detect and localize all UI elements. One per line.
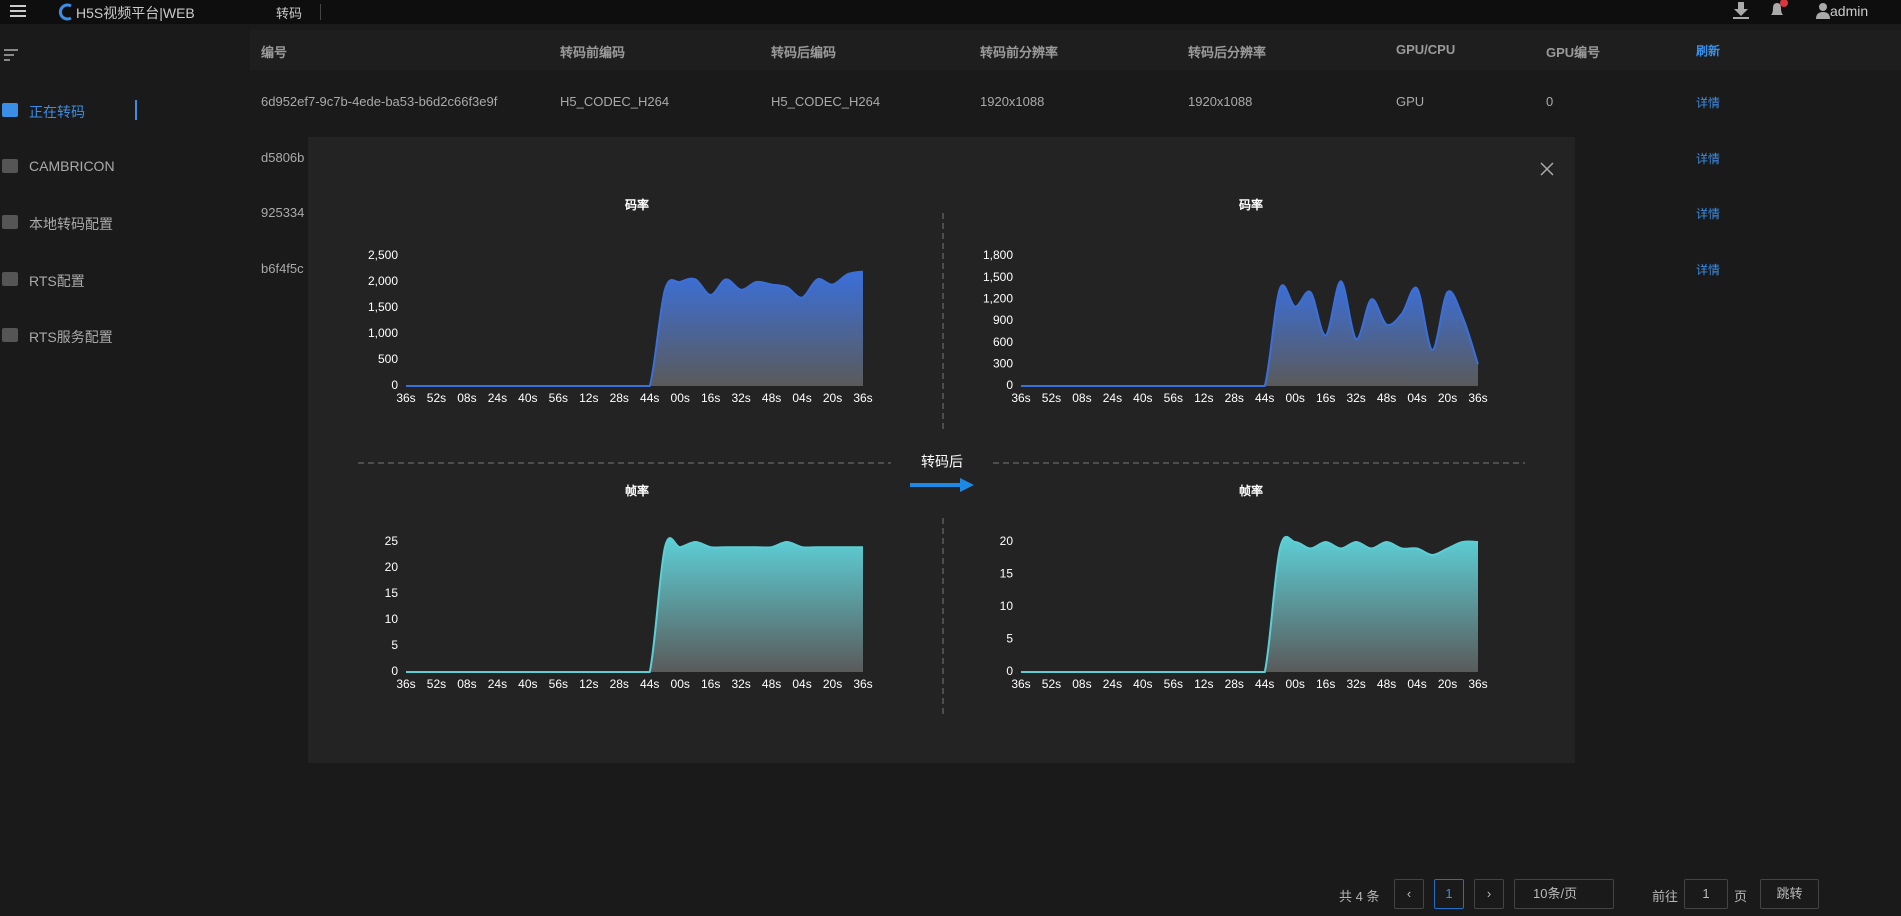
jump-button[interactable]: 跳转 bbox=[1760, 879, 1819, 909]
menu-item[interactable]: 正在转码 bbox=[29, 104, 85, 120]
menu-item[interactable]: RTS配置 bbox=[29, 273, 85, 289]
page-size-select[interactable]: 10条/页 bbox=[1514, 879, 1614, 909]
column-header: 编号 bbox=[261, 45, 288, 60]
nav-item[interactable]: 转码 bbox=[276, 6, 303, 21]
menu-icon bbox=[2, 328, 18, 342]
modal bbox=[308, 137, 1575, 763]
active-indicator bbox=[135, 100, 137, 120]
menu-icon bbox=[2, 159, 18, 173]
username[interactable]: admin bbox=[1830, 3, 1869, 19]
total: 共 4 条 bbox=[1339, 889, 1380, 904]
cell: 1920x1088 bbox=[980, 94, 1045, 109]
cell: 1920x1088 bbox=[1188, 94, 1253, 109]
logo-icon bbox=[58, 3, 72, 21]
user-icon[interactable] bbox=[1815, 2, 1831, 20]
cell: H5_CODEC_H264 bbox=[771, 94, 881, 109]
menu-icon bbox=[2, 272, 18, 286]
column-header[interactable]: 刷新 bbox=[1696, 44, 1721, 58]
column-header: GPU编号 bbox=[1546, 45, 1601, 60]
cell: 0 bbox=[1546, 94, 1554, 109]
divider bbox=[320, 4, 321, 20]
cell: d5806b bbox=[261, 150, 305, 165]
column-header: 转码前分辨率 bbox=[980, 45, 1059, 60]
top-bar bbox=[0, 0, 1901, 24]
menu-icon[interactable] bbox=[10, 4, 28, 18]
cell: 6d952ef7-9c7b-4ede-ba53-b6d2c66f3e9f bbox=[261, 94, 498, 109]
menu-item[interactable]: CAMBRICON bbox=[29, 158, 115, 174]
column-header: GPU/CPU bbox=[1396, 42, 1456, 57]
close-button[interactable] bbox=[1540, 162, 1554, 176]
next-button[interactable]: › bbox=[1474, 879, 1504, 909]
column-header: 转码前编码 bbox=[560, 45, 626, 60]
menu-item[interactable]: RTS服务配置 bbox=[29, 329, 113, 345]
cell: GPU bbox=[1396, 94, 1425, 109]
page-unit: 页 bbox=[1734, 889, 1748, 904]
download-icon[interactable] bbox=[1733, 2, 1749, 20]
menu-icon bbox=[2, 103, 18, 117]
sidebar-toggle[interactable] bbox=[4, 48, 20, 62]
menu-icon bbox=[2, 215, 18, 229]
cell: H5_CODEC_H264 bbox=[560, 94, 670, 109]
bell-icon[interactable] bbox=[1768, 0, 1790, 20]
detail-link[interactable]: 详情 bbox=[1696, 96, 1721, 110]
menu-item[interactable]: 本地转码配置 bbox=[29, 216, 113, 232]
prev-button[interactable]: ‹ bbox=[1394, 879, 1424, 909]
detail-link[interactable]: 详情 bbox=[1696, 263, 1721, 277]
page-button[interactable]: 1 bbox=[1434, 879, 1464, 909]
column-header: 转码后分辨率 bbox=[1188, 45, 1267, 60]
detail-link[interactable]: 详情 bbox=[1696, 207, 1721, 221]
cell: b6f4f5c bbox=[261, 261, 304, 276]
column-header: 转码后编码 bbox=[771, 45, 837, 60]
cell: 925334 bbox=[261, 205, 305, 220]
logo: H5S视频平台|WEB bbox=[76, 5, 195, 21]
table-header bbox=[250, 30, 1901, 70]
detail-link[interactable]: 详情 bbox=[1696, 152, 1721, 166]
goto-input[interactable]: 1 bbox=[1684, 879, 1728, 909]
goto-label: 前往 bbox=[1652, 889, 1679, 904]
